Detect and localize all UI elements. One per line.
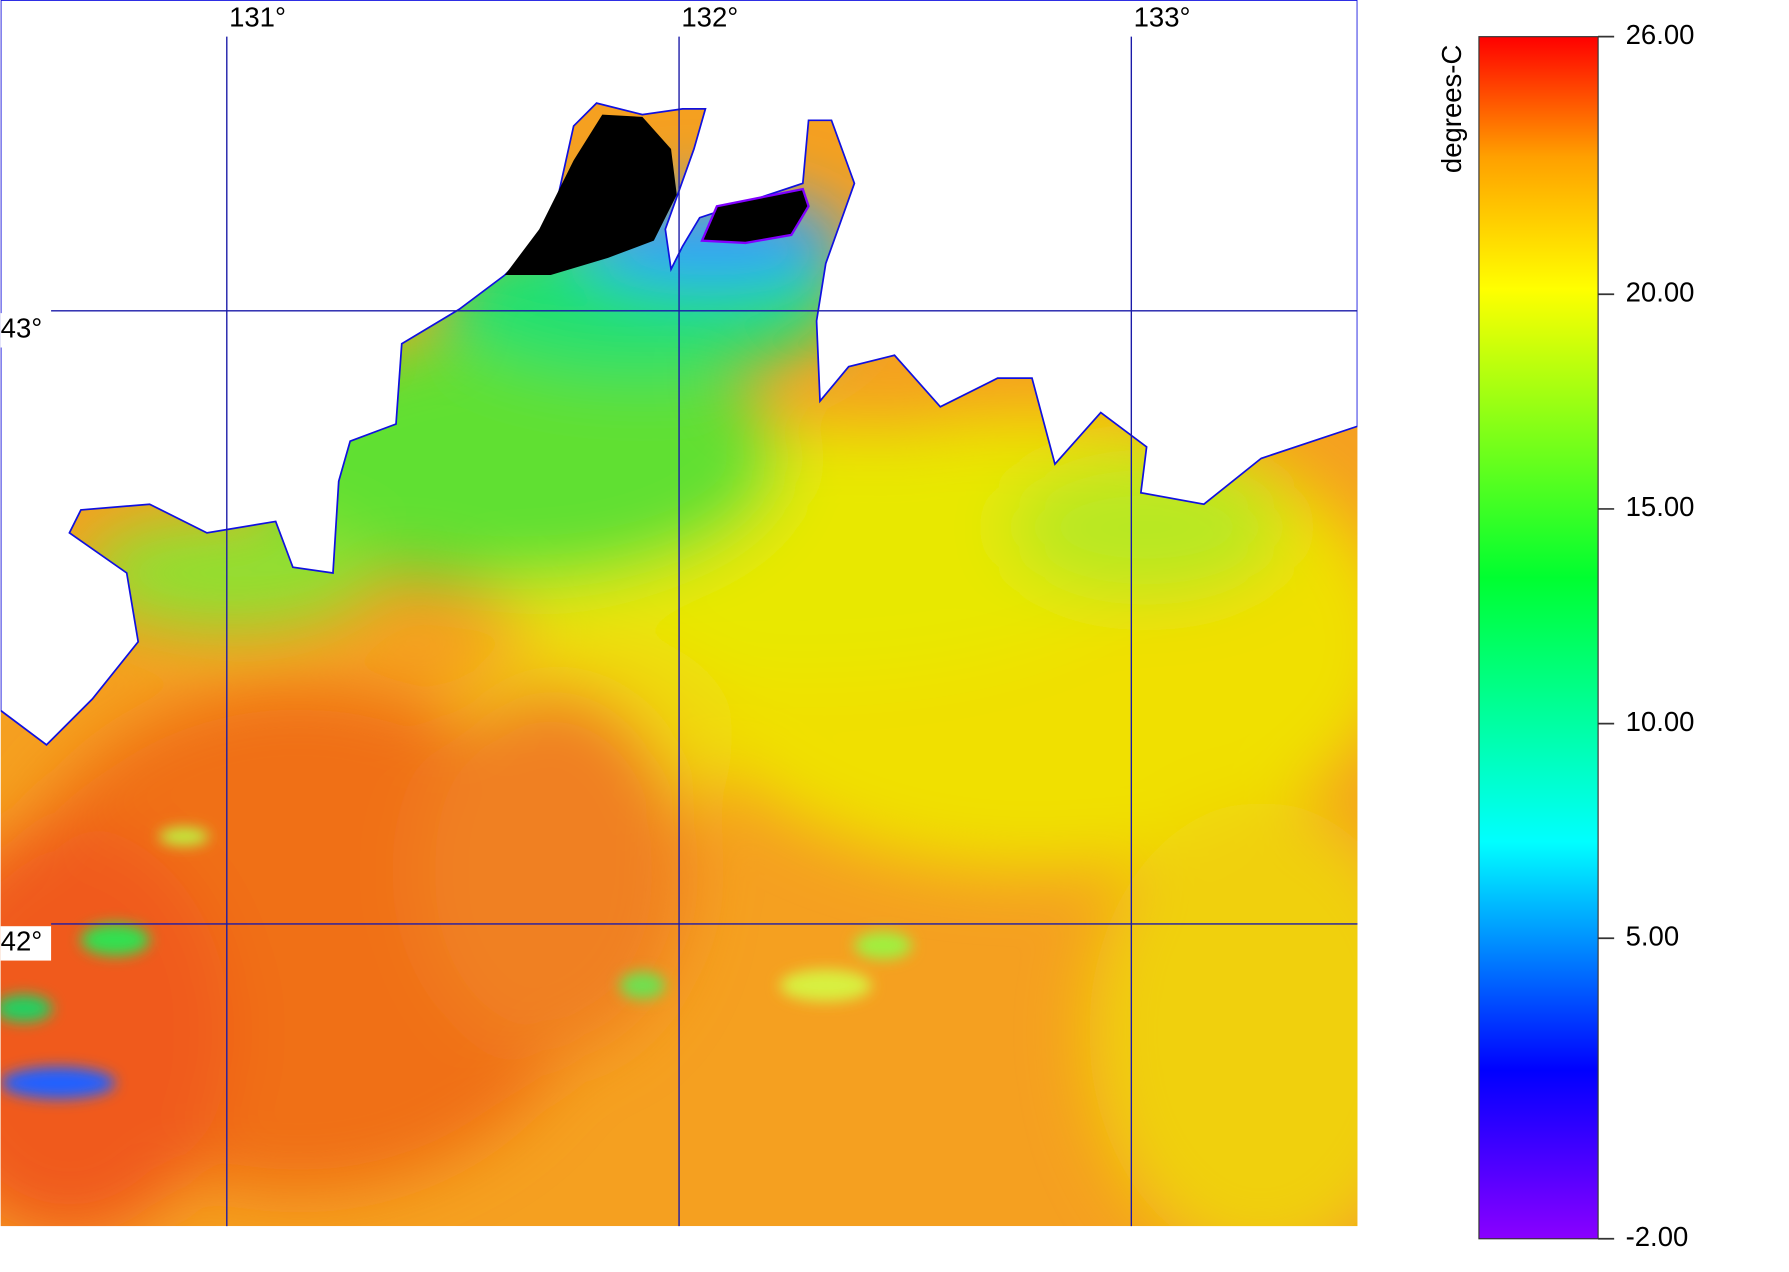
colorbar-tick-label: 5.00 (1626, 921, 1680, 952)
longitude-label: 133° (1134, 2, 1191, 33)
colorbar-label: degrees-C (1436, 45, 1467, 173)
longitude-label: 131° (229, 2, 286, 33)
longitude-label: 132° (681, 2, 738, 33)
graticule: 131° 132° 133° 43° 42° (0, 2, 1358, 1227)
colorbar-tick-label: 26.00 (1626, 19, 1695, 50)
colorbar (1478, 36, 1599, 1240)
latitude-label: 42° (1, 926, 43, 957)
colorbar-tick-label: 10.00 (1626, 706, 1695, 737)
colorbar-tick-label: 20.00 (1626, 277, 1695, 308)
latitude-label: 43° (1, 313, 43, 344)
no-data-area (504, 114, 677, 276)
latitude-label-bg (0, 926, 52, 961)
sst-image (0, 0, 1358, 1227)
latitude-label-bg (0, 313, 52, 348)
colorbar-tick-label: -2.00 (1626, 1221, 1689, 1252)
land (0, 0, 1358, 746)
colorbar-tick-label: 15.00 (1626, 491, 1695, 522)
no-data-area (700, 187, 810, 245)
